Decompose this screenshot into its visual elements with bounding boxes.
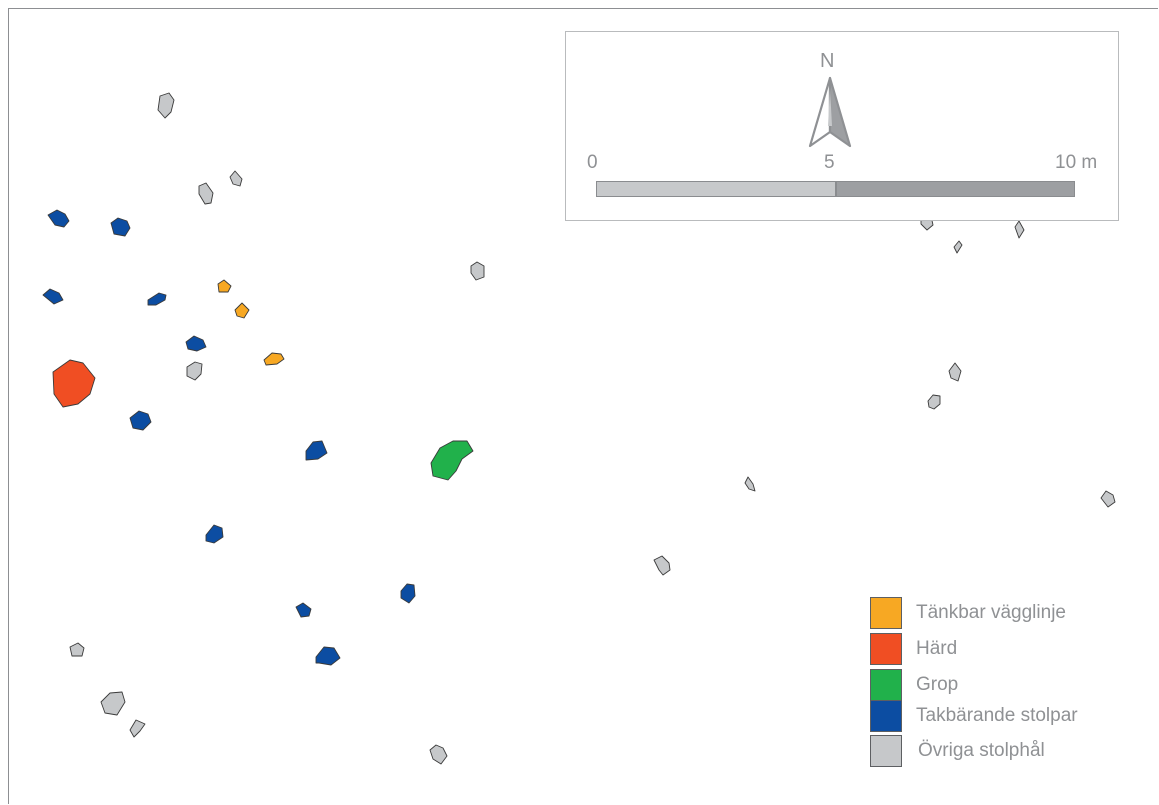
stolphal-feature — [229, 170, 243, 187]
stolphal-feature — [744, 476, 756, 492]
scale-tick-label: 0 — [587, 152, 598, 173]
stolphal-feature — [198, 182, 214, 205]
stolphal-feature — [953, 240, 963, 254]
north-label: N — [820, 50, 835, 72]
stolphal-feature — [1100, 490, 1116, 508]
legend-label: Grop — [916, 674, 959, 695]
takbarande-stolpe-feature — [295, 602, 312, 618]
legend-label: Tänkbar vägglinje — [916, 602, 1066, 623]
scale-tick-label: 5 — [824, 152, 835, 173]
legend-label: Härd — [916, 638, 958, 659]
ovriga-stolphal-layer — [69, 92, 1116, 765]
scale-inset: N 0 5 10 m — [565, 31, 1119, 221]
takbarande-stolpe-feature — [129, 410, 152, 431]
scale-bar-segment-second — [835, 181, 1075, 197]
takbarande-stolpe-feature — [205, 524, 224, 544]
legend-label: Takbärande stolpar — [916, 705, 1078, 726]
stolphal-feature — [948, 362, 962, 382]
scale-tick-label: 10 m — [1055, 152, 1098, 173]
stolphal-feature — [470, 261, 485, 281]
legend-swatch — [870, 700, 902, 732]
legend-item-tankbar-vagglinje: Tänkbar vägglinje — [870, 597, 1130, 629]
stolphal-feature — [186, 361, 203, 381]
stolphal-feature — [157, 92, 175, 119]
legend-swatch — [870, 633, 902, 665]
map-frame — [8, 8, 1158, 804]
legend-item-grop: Grop — [870, 669, 1130, 701]
vagglinje-feature — [217, 279, 232, 293]
legend-item-takbarande-stolpar: Takbärande stolpar — [870, 700, 1130, 732]
stolphal-feature — [927, 394, 941, 410]
takbarande-stolpar-layer — [42, 209, 416, 666]
takbarande-stolpe-feature — [110, 217, 131, 237]
takbarande-stolpe-feature — [305, 440, 328, 461]
legend-swatch — [870, 735, 902, 767]
takbarande-stolpe-feature — [47, 209, 70, 228]
legend-swatch — [870, 669, 902, 701]
stolphal-feature — [1014, 220, 1025, 239]
vagglinje-feature — [234, 302, 250, 319]
grop-feature — [430, 440, 474, 481]
takbarande-stolpe-feature — [400, 583, 416, 604]
stolphal-feature — [429, 744, 448, 765]
legend-item-ovriga-stolphal: Övriga stolphål — [870, 735, 1130, 767]
stolphal-feature — [653, 555, 671, 576]
legend-item-hard: Härd — [870, 633, 1130, 665]
takbarande-stolpe-feature — [315, 646, 341, 666]
scale-bar-segment-first — [596, 181, 836, 197]
legend-swatch — [870, 597, 902, 629]
takbarande-stolpe-feature — [147, 292, 167, 306]
takbarande-stolpe-feature — [42, 288, 64, 305]
legend-label: Övriga stolphål — [918, 740, 1045, 761]
vagglinje-feature — [263, 352, 285, 366]
stolphal-feature — [69, 642, 85, 657]
north-arrow-icon — [808, 76, 852, 148]
hard-feature — [52, 359, 96, 408]
takbarande-stolpe-feature — [185, 335, 207, 352]
stolphal-feature — [129, 719, 146, 738]
tankbar-vagglinje-layer — [217, 279, 285, 366]
stolphal-feature — [100, 691, 126, 716]
